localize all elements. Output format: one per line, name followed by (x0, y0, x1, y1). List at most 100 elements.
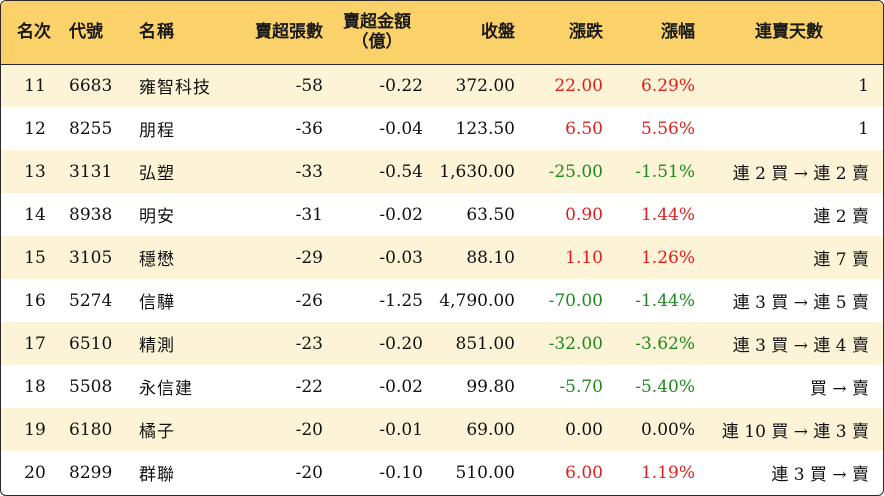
cell-streak: 連 3 買 → 賣 (771, 465, 869, 485)
cell-streak: 1 (703, 63, 883, 107)
cell-change: -32.00 (548, 333, 603, 354)
cell-close: 69.00 (466, 419, 515, 440)
cell-streak: 連 10 買 → 連 3 賣 (721, 422, 869, 442)
cell-rank: 12 (24, 118, 46, 139)
cell-sell-lots: -31 (295, 204, 323, 225)
cell-code: 5508 (69, 376, 113, 397)
cell-streak: 1 (858, 118, 869, 139)
cell-streak: 連 2 買 → 連 2 賣 (732, 164, 869, 184)
cell-sell-amount: -0.10 (379, 462, 423, 483)
cell-sell-lots: -26 (295, 290, 323, 311)
cell-code: 3105 (69, 247, 113, 268)
cell-code: 5274 (69, 290, 113, 311)
header-sell-amount: 賣超金額 （億） (331, 1, 431, 64)
cell-sell-lots: -29 (295, 247, 323, 268)
cell-close: 1,630.00 (439, 161, 515, 182)
cell-rank: 17 (24, 333, 46, 354)
cell-name: 穩懋 (139, 250, 175, 270)
cell-change: -25.00 (548, 161, 603, 182)
table-row: 13 3131 弘塑 -33 -0.54 1,630.00 -25.00 -1.51% 連 2 … (1, 150, 883, 193)
cell-name: 明安 (139, 207, 175, 227)
cell-name: 群聯 (139, 465, 175, 485)
cell-sell-amount: -0.54 (379, 161, 423, 182)
cell-name: 朋程 (139, 121, 175, 141)
cell-sell-amount: -0.03 (379, 247, 423, 268)
cell-change: 6.50 (565, 118, 603, 139)
cell-sell-amount: -0.01 (379, 419, 423, 440)
cell-rank: 15 (24, 247, 46, 268)
cell-name: 弘塑 (139, 164, 175, 184)
cell-rank: 13 (24, 161, 46, 182)
cell-streak: 連 3 買 → 連 5 賣 (732, 293, 869, 313)
header-pct: 漲幅 (661, 22, 695, 43)
cell-sell-amount: -0.20 (379, 333, 423, 354)
cell-pct: 1.19% (640, 462, 695, 483)
cell-sell-lots: -22 (295, 376, 323, 397)
cell-streak: 連 7 賣 (813, 250, 869, 270)
table-row: 16 5274 信驊 -26 -1.25 4,790.00 -70.00 -1.44% 連 3 … (1, 279, 883, 322)
cell-sell-lots: -20 (295, 419, 323, 440)
cell-rank: 20 (24, 462, 46, 483)
header-code: 代號 (69, 22, 103, 43)
cell-change: 0.00 (565, 419, 603, 440)
cell-rank: 16 (24, 290, 46, 311)
header-streak: 連賣天數 (755, 22, 823, 43)
cell-code: 6683 (63, 63, 135, 107)
cell-pct: 1.44% (640, 204, 695, 225)
cell-code: 6510 (69, 333, 113, 354)
table-body: 11 6683 雍智科技 -58 -0.22 372.00 22.00 6.29% 1 12 825… (1, 63, 883, 494)
cell-pct: -3.62% (635, 333, 695, 354)
cell-streak: 買 → 賣 (809, 379, 869, 399)
cell-sell-lots: -20 (295, 462, 323, 483)
header-name: 名稱 (139, 22, 175, 43)
cell-streak: 連 2 賣 (813, 207, 869, 227)
cell-pct: 1.26% (640, 247, 695, 268)
cell-sell-amount: -0.02 (379, 204, 423, 225)
cell-sell-lots: -58 (235, 63, 331, 107)
table-row: 14 8938 明安 -31 -0.02 63.50 0.90 1.44% 連 2 賣 (1, 193, 883, 236)
cell-sell-lots: -23 (295, 333, 323, 354)
cell-pct: 6.29% (611, 63, 703, 107)
header-close: 收盤 (481, 22, 515, 43)
cell-close: 851.00 (455, 333, 515, 354)
cell-close: 123.50 (455, 118, 515, 139)
cell-code: 3131 (69, 161, 113, 182)
cell-change: 0.90 (565, 204, 603, 225)
cell-sell-lots: -33 (295, 161, 323, 182)
cell-change: 22.00 (523, 63, 611, 107)
cell-rank: 14 (24, 204, 46, 225)
cell-rank: 19 (24, 419, 46, 440)
header-sell-amount-line1: 賣超金額 (343, 12, 411, 33)
table-row: 20 8299 群聯 -20 -0.10 510.00 6.00 1.19% 連 3 買 → 賣 (1, 451, 883, 494)
cell-close: 63.50 (466, 204, 515, 225)
cell-change: -5.70 (559, 376, 603, 397)
cell-rank: 18 (24, 376, 46, 397)
cell-sell-lots: -36 (295, 118, 323, 139)
cell-name: 橘子 (139, 422, 175, 442)
cell-change: 1.10 (565, 247, 603, 268)
table-row: 19 6180 橘子 -20 -0.01 69.00 0.00 0.00% 連 10 買 → 連… (1, 408, 883, 451)
cell-pct: -5.40% (635, 376, 695, 397)
cell-close: 88.10 (466, 247, 515, 268)
header-row: 名次 代號 名稱 賣超張數 賣超金額 （億） 收盤 漲跌 漲幅 連賣天數 (1, 1, 883, 64)
cell-change: -70.00 (548, 290, 603, 311)
table-row: 12 8255 朋程 -36 -0.04 123.50 6.50 5.56% 1 (1, 107, 883, 150)
cell-change: 6.00 (565, 462, 603, 483)
cell-name: 永信建 (139, 379, 193, 399)
cell-name: 雍智科技 (135, 63, 235, 107)
cell-code: 6180 (69, 419, 113, 440)
cell-pct: -1.51% (635, 161, 695, 182)
header-sell-amount-line2: （億） (351, 32, 403, 53)
cell-streak: 連 3 買 → 連 4 賣 (732, 336, 869, 356)
cell-sell-amount: -0.22 (331, 63, 431, 107)
cell-code: 8255 (69, 118, 113, 139)
table-row: 11 6683 雍智科技 -58 -0.22 372.00 22.00 6.29% 1 (1, 63, 883, 107)
cell-close: 99.80 (466, 376, 515, 397)
cell-sell-amount: -0.04 (379, 118, 423, 139)
header-rank: 名次 (17, 22, 51, 43)
header-sell-lots: 賣超張數 (255, 22, 323, 43)
cell-name: 信驊 (139, 293, 175, 313)
cell-pct: 5.56% (640, 118, 695, 139)
